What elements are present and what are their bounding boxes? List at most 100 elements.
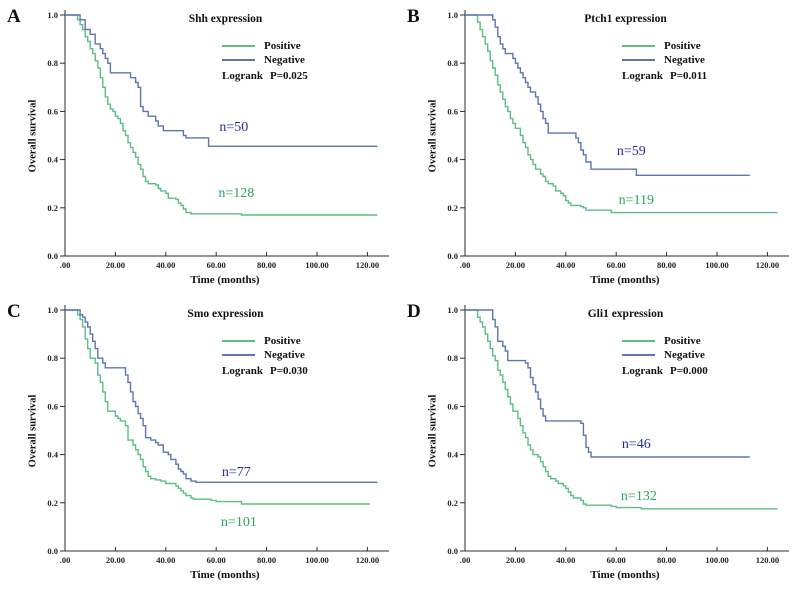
svg-text:0.0: 0.0 — [447, 546, 458, 556]
svg-text:60.00: 60.00 — [207, 555, 226, 565]
svg-text:0.2: 0.2 — [47, 203, 58, 213]
legend-label: Negative — [264, 349, 305, 361]
km-plot-shh: .00 20.00 40.00 60.00 80.00 100.00 120.00 1.0 0.… — [47, 10, 389, 270]
svg-text:120.00: 120.00 — [356, 555, 379, 565]
svg-text:80.00: 80.00 — [257, 555, 276, 565]
n-count-positive: n=128 — [218, 186, 255, 202]
legend-label: Negative — [664, 349, 705, 361]
panel-smo: .00 20.00 40.00 60.00 80.00 100.00 120.00 1.0 0.… — [0, 295, 399, 590]
y-axis-label: Overall survival — [27, 394, 39, 468]
svg-text:100.00: 100.00 — [305, 555, 328, 565]
panel-gli1: .00 20.00 40.00 60.00 80.00 100.00 120.00 1.0 0.… — [400, 295, 799, 590]
svg-text:20.00: 20.00 — [506, 260, 525, 270]
negative-line-swatch — [222, 354, 255, 356]
svg-text:0.0: 0.0 — [447, 251, 458, 261]
n-count-negative: n=46 — [621, 436, 651, 452]
svg-text:.00: .00 — [460, 555, 471, 565]
svg-text:80.00: 80.00 — [657, 555, 676, 565]
positive-line-swatch — [222, 45, 255, 47]
logrank-text: Logrank P=0.030 — [222, 365, 382, 377]
legend-item-negative: Negative — [622, 53, 782, 67]
svg-text:60.00: 60.00 — [607, 260, 626, 270]
p-value: P=0.030 — [269, 365, 308, 377]
legend-label: Negative — [664, 54, 705, 66]
svg-text:80.00: 80.00 — [257, 260, 276, 270]
km-plot-gli1: .00 20.00 40.00 60.00 80.00 100.00 120.00 1.0 0.… — [447, 305, 789, 565]
svg-text:0.4: 0.4 — [447, 155, 458, 165]
x-axis-label: Time (months) — [590, 274, 660, 286]
svg-text:80.00: 80.00 — [657, 260, 676, 270]
svg-text:0.0: 0.0 — [47, 546, 58, 556]
svg-text:.00: .00 — [60, 555, 71, 565]
logrank-text: Logrank P=0.011 — [622, 70, 782, 82]
y-axis-label: Overall survival — [427, 394, 439, 468]
y-axis-label: Overall survival — [27, 99, 39, 173]
positive-line-swatch — [222, 340, 255, 342]
p-value: P=0.011 — [669, 70, 708, 82]
panel-ptch1: .00 20.00 40.00 60.00 80.00 100.00 120.00 1.0 0.… — [400, 0, 799, 295]
panel-title: Smo expression — [187, 308, 264, 320]
n-count-negative: n=59 — [616, 144, 646, 160]
legend-item-positive: Positive — [622, 334, 782, 348]
panel-letter: A — [7, 6, 21, 27]
panel-shh: .00 20.00 40.00 60.00 80.00 100.00 120.00 1.0 0.… — [0, 0, 399, 295]
x-axis-label: Time (months) — [190, 274, 260, 286]
panel-title: Ptch1 expression — [584, 13, 667, 25]
panel-title: Shh expression — [188, 13, 263, 25]
svg-text:100.00: 100.00 — [305, 260, 328, 270]
panel-title: Gli1 expression — [587, 308, 664, 320]
positive-line-swatch — [622, 340, 655, 342]
negative-line-swatch — [622, 354, 655, 356]
svg-text:20.00: 20.00 — [106, 555, 125, 565]
svg-text:0.8: 0.8 — [47, 58, 58, 68]
logrank-text: Logrank P=0.025 — [222, 70, 382, 82]
n-count-positive: n=119 — [618, 193, 655, 209]
negative-line-swatch — [222, 59, 255, 61]
legend-item-negative: Negative — [622, 348, 782, 362]
svg-text:120.00: 120.00 — [356, 260, 379, 270]
panel-letter: C — [7, 301, 21, 322]
svg-text:120.00: 120.00 — [756, 260, 779, 270]
legend-label: Negative — [264, 54, 305, 66]
n-count-positive: n=101 — [220, 515, 257, 531]
svg-text:20.00: 20.00 — [506, 555, 525, 565]
svg-text:0.6: 0.6 — [447, 106, 458, 116]
legend-item-negative: Negative — [222, 53, 382, 67]
svg-text:0.6: 0.6 — [47, 401, 58, 411]
n-count-negative: n=50 — [219, 120, 249, 136]
svg-text:0.4: 0.4 — [47, 450, 58, 460]
svg-text:0.2: 0.2 — [447, 498, 458, 508]
svg-text:0.0: 0.0 — [47, 251, 58, 261]
legend-item-positive: Positive — [222, 334, 382, 348]
svg-text:0.4: 0.4 — [447, 450, 458, 460]
svg-text:20.00: 20.00 — [106, 260, 125, 270]
svg-text:.00: .00 — [460, 260, 471, 270]
svg-text:100.00: 100.00 — [705, 260, 728, 270]
logrank-prefix: Logrank — [622, 365, 663, 377]
svg-text:0.8: 0.8 — [47, 353, 58, 363]
legend-item-positive: Positive — [622, 39, 782, 53]
svg-text:1.0: 1.0 — [47, 305, 58, 315]
svg-text:.00: .00 — [60, 260, 71, 270]
legend-label: Positive — [664, 335, 701, 347]
panel-letter: B — [407, 6, 420, 27]
svg-text:0.4: 0.4 — [47, 155, 58, 165]
svg-text:100.00: 100.00 — [705, 555, 728, 565]
svg-text:40.00: 40.00 — [556, 555, 575, 565]
panel-letter: D — [407, 301, 421, 322]
svg-text:0.2: 0.2 — [47, 498, 58, 508]
legend: Positive Negative Logrank P=0.011 — [622, 39, 782, 82]
y-axis-label: Overall survival — [427, 99, 439, 173]
svg-text:0.8: 0.8 — [447, 353, 458, 363]
svg-text:0.6: 0.6 — [447, 401, 458, 411]
logrank-prefix: Logrank — [222, 365, 263, 377]
x-axis-label: Time (months) — [190, 569, 260, 581]
legend-item-negative: Negative — [222, 348, 382, 362]
svg-text:40.00: 40.00 — [556, 260, 575, 270]
svg-text:0.8: 0.8 — [447, 58, 458, 68]
svg-text:1.0: 1.0 — [447, 305, 458, 315]
svg-text:40.00: 40.00 — [156, 555, 175, 565]
logrank-prefix: Logrank — [222, 70, 263, 82]
svg-text:0.2: 0.2 — [447, 203, 458, 213]
